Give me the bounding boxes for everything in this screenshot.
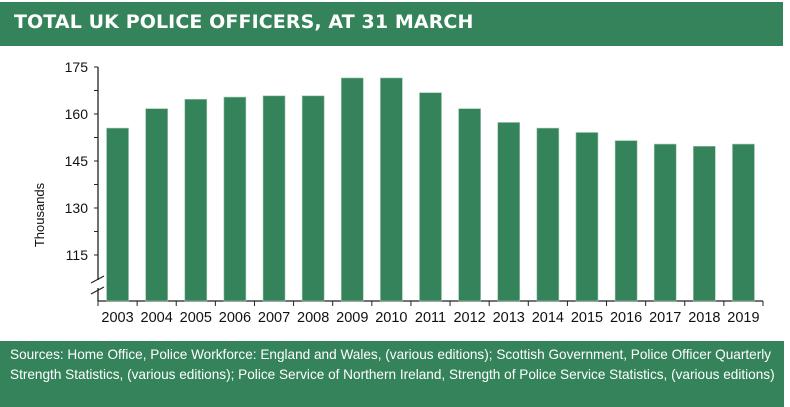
x-tick-label: 2017 (649, 310, 681, 326)
sources-footer: Sources: Home Office, Police Workforce: … (0, 341, 784, 407)
sources-text: Sources: Home Office, Police Workforce: … (10, 347, 775, 382)
x-tick-label: 2010 (375, 310, 407, 326)
x-tick-label: 2016 (610, 310, 642, 326)
bar-2013 (497, 122, 521, 302)
bar-2007 (262, 95, 286, 302)
bar-2006 (223, 96, 247, 302)
x-tick-label: 2013 (493, 310, 525, 326)
y-tick-label: 130 (65, 200, 89, 216)
y-axis-label: Thousands (32, 182, 47, 247)
x-tick-label: 2007 (258, 310, 290, 326)
x-tick-label: 2011 (415, 310, 446, 326)
bar-2016 (614, 140, 638, 302)
bar-2011 (419, 92, 442, 302)
bar-2009 (340, 77, 364, 302)
y-tick-label: 160 (65, 106, 89, 122)
axis-break-mark (90, 286, 105, 295)
bar-2015 (575, 132, 599, 302)
axis-break-mark (90, 275, 105, 284)
chart-title-bar: TOTAL UK POLICE OFFICERS, AT 31 MARCH (0, 2, 783, 46)
x-tick-label: 2006 (219, 310, 251, 326)
bar-2012 (458, 108, 481, 302)
x-tick-label: 2018 (688, 310, 720, 326)
x-tick-label: 2015 (571, 310, 603, 326)
bar-2017 (653, 143, 677, 302)
bar-2018 (693, 145, 716, 302)
x-tick-label: 2005 (180, 310, 212, 326)
bar-2010 (380, 77, 403, 302)
bar-2005 (184, 98, 208, 302)
y-tick-label: 145 (65, 153, 89, 169)
x-tick-label: 2003 (101, 310, 133, 326)
bar-2019 (732, 143, 755, 302)
bar-2004 (145, 108, 168, 302)
x-tick-label: 2004 (141, 310, 173, 326)
x-tick-label: 2008 (297, 310, 329, 326)
y-tick-label: 115 (66, 247, 89, 263)
chart-title: TOTAL UK POLICE OFFICERS, AT 31 MARCH (14, 11, 474, 33)
bar-2003 (106, 127, 129, 302)
y-tick-label: 175 (65, 59, 89, 75)
x-tick-label: 2012 (453, 310, 485, 326)
x-tick-label: 2014 (532, 310, 564, 326)
x-tick-label: 2009 (336, 310, 368, 326)
bar-chart: 175 160 145 130 115 Thousands 2003 2004 2005 2006… (32, 59, 764, 326)
bar-2008 (301, 95, 325, 302)
x-tick-label: 2019 (727, 310, 759, 326)
bar-2014 (536, 127, 560, 302)
